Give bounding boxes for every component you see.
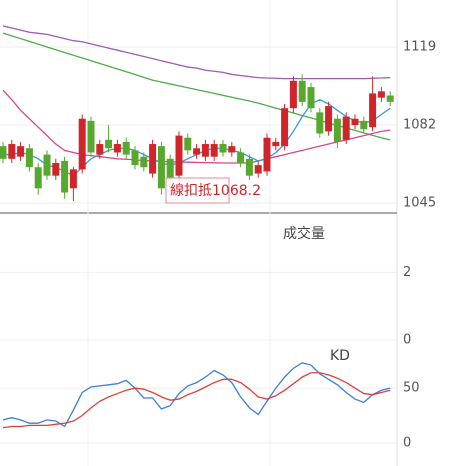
line-series bbox=[2, 25, 391, 80]
panel-title: 成交量 bbox=[283, 225, 325, 242]
candle-body bbox=[17, 146, 25, 157]
line-series bbox=[3, 99, 391, 177]
candle-body bbox=[298, 80, 306, 102]
y-tick-label: 1082 bbox=[403, 118, 436, 133]
candle-body bbox=[201, 144, 209, 157]
candle-body bbox=[131, 150, 139, 166]
candle-body bbox=[184, 137, 192, 151]
candle-body bbox=[96, 144, 104, 155]
candle-body bbox=[193, 148, 201, 155]
candle-body bbox=[149, 144, 157, 174]
annotation-box bbox=[165, 177, 230, 204]
y-tick-label: 1119 bbox=[403, 40, 436, 55]
y-tick-label: 50 bbox=[403, 381, 420, 396]
candle-body bbox=[237, 152, 245, 164]
candle-body bbox=[105, 139, 113, 149]
y-tick-label: 2 bbox=[403, 265, 411, 280]
candle-body bbox=[87, 120, 95, 153]
candle-body bbox=[43, 154, 51, 176]
candle-body bbox=[52, 163, 60, 176]
candle-body bbox=[325, 106, 333, 132]
line-series bbox=[2, 362, 391, 428]
candle-body bbox=[166, 158, 174, 180]
line-series bbox=[2, 89, 391, 164]
y-tick-label: 1045 bbox=[403, 196, 436, 211]
candle-body bbox=[342, 116, 350, 140]
candle-body bbox=[245, 158, 253, 176]
candle-body bbox=[140, 156, 148, 168]
candle-body bbox=[333, 118, 341, 142]
y-tick-label: 0 bbox=[403, 435, 411, 450]
candle-body bbox=[69, 169, 77, 189]
candle-body bbox=[386, 95, 394, 102]
candle-body bbox=[307, 87, 315, 109]
candle-body bbox=[272, 141, 280, 147]
candle-body bbox=[351, 118, 359, 126]
panel-title: KD bbox=[330, 348, 350, 364]
line-series bbox=[2, 32, 391, 141]
candle-body bbox=[219, 144, 227, 153]
line-series bbox=[2, 372, 391, 429]
candle-body bbox=[316, 112, 324, 134]
candle-body bbox=[377, 91, 385, 98]
annotation: 線扣抵1068.2 bbox=[170, 183, 261, 199]
candle-body bbox=[157, 146, 165, 189]
candle-body bbox=[360, 120, 368, 130]
candle-body bbox=[289, 80, 297, 109]
candle-body bbox=[34, 167, 42, 189]
candle-body bbox=[369, 93, 377, 128]
candle-body bbox=[175, 135, 183, 176]
candle-body bbox=[210, 144, 218, 157]
candle-body bbox=[254, 165, 262, 174]
candle-body bbox=[263, 137, 271, 172]
candle-body bbox=[25, 148, 33, 168]
candle-body bbox=[0, 146, 7, 159]
candle-body bbox=[8, 144, 16, 159]
candle-body bbox=[122, 141, 130, 155]
y-tick-label: 0 bbox=[403, 333, 411, 348]
candle-body bbox=[78, 118, 86, 170]
candle-body bbox=[113, 144, 121, 153]
candle-body bbox=[281, 108, 289, 147]
candle-body bbox=[61, 160, 69, 193]
candle-body bbox=[228, 146, 236, 153]
